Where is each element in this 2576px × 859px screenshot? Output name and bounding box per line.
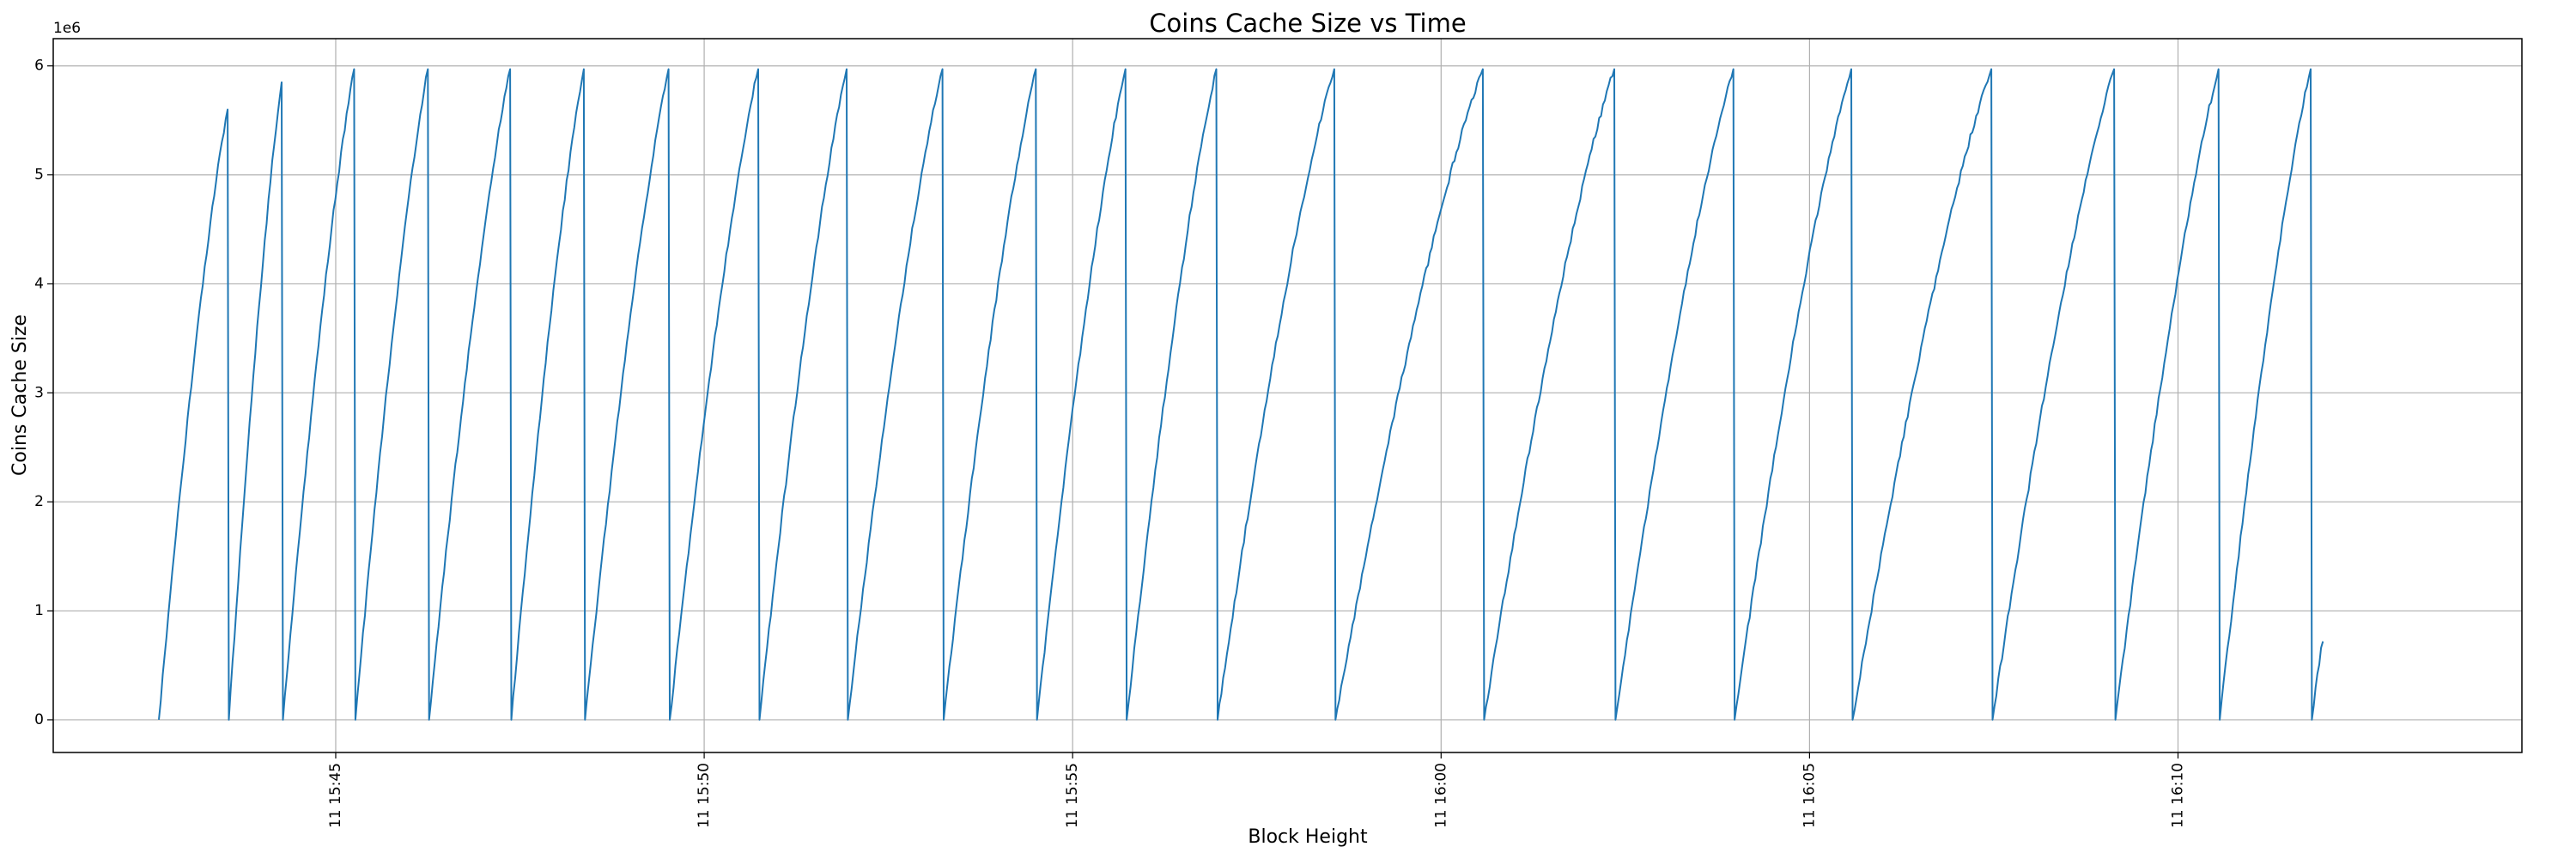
y-tick-label: 0 — [34, 711, 44, 728]
y-tick-layer: 0 1 2 3 4 5 6 — [34, 58, 53, 728]
plot-frame — [52, 38, 2523, 753]
grid-layer — [53, 39, 2522, 752]
y-tick-label: 2 — [34, 493, 44, 510]
y-tick-label: 5 — [34, 167, 44, 184]
x-tick-label: 11 16:10 — [2170, 763, 2187, 828]
x-tick-label: 11 15:50 — [696, 763, 713, 828]
x-tick-label: 11 16:05 — [1801, 763, 1818, 828]
x-axis-label: Block Height — [1248, 826, 1368, 848]
series-line — [158, 68, 2324, 721]
x-tick-label: 11 15:45 — [327, 763, 344, 828]
x-tick-layer: 11 15:45 11 15:50 11 15:55 11 16:00 11 16:05… — [327, 752, 2187, 828]
y-tick-label: 4 — [34, 275, 44, 292]
x-tick-label: 11 16:00 — [1432, 763, 1449, 828]
y-tick-label: 3 — [34, 384, 44, 401]
x-tick-label: 11 15:55 — [1064, 763, 1081, 828]
y-tick-label: 6 — [34, 58, 44, 75]
y-multiplier-label: 1e6 — [53, 20, 81, 37]
y-axis-label: Coins Cache Size — [9, 314, 31, 476]
chart-title: Coins Cache Size vs Time — [1149, 9, 1466, 38]
series-layer — [158, 68, 2324, 721]
y-tick-label: 1 — [34, 602, 44, 619]
